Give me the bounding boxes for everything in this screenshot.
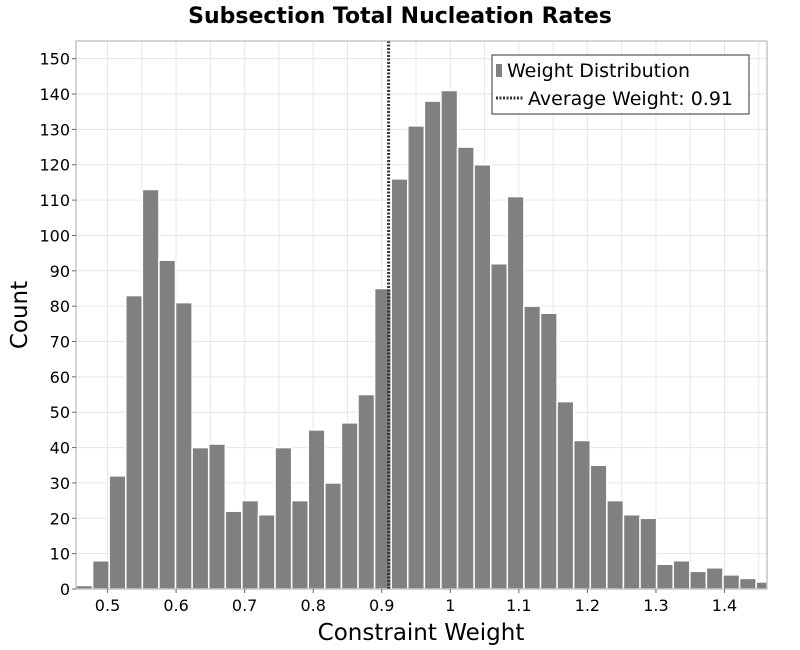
histogram-bar: [473, 163, 492, 590]
y-tick-label: 70: [50, 333, 70, 352]
histogram-bar: [141, 188, 160, 590]
histogram-bar: [456, 146, 475, 590]
histogram-bar: [755, 581, 768, 590]
y-axis-ticks: 0 10 20 30 40 50 60 70 80 90 100 110 120 130 140 150: [39, 50, 76, 599]
y-tick-label: 80: [50, 297, 70, 316]
x-tick-label: 1.1: [506, 596, 531, 615]
histogram-bar: [440, 89, 459, 590]
histogram-bar: [158, 259, 177, 590]
y-tick-label: 50: [50, 403, 70, 422]
histogram-bar: [506, 195, 525, 590]
histogram-bar: [689, 570, 708, 590]
histogram-bar: [274, 446, 293, 590]
histogram-bar: [556, 400, 575, 590]
histogram-bar: [423, 100, 442, 590]
histogram-bar: [523, 305, 542, 590]
x-tick-label: 0.9: [369, 596, 394, 615]
histogram-bar: [357, 393, 376, 590]
histogram-bar: [539, 312, 558, 590]
histogram-bar: [639, 517, 658, 590]
histogram-bar: [572, 439, 592, 590]
histogram-bar: [705, 567, 724, 590]
x-tick-label: 1.2: [575, 596, 600, 615]
histogram-bar: [722, 574, 741, 590]
legend-box: [491, 54, 750, 115]
histogram-bar: [307, 429, 326, 590]
histogram-bar: [324, 482, 343, 590]
histogram-bar: [207, 443, 227, 590]
histogram-bar: [489, 262, 509, 590]
x-tick-label: 0.8: [300, 596, 325, 615]
x-tick-label: 1.3: [643, 596, 668, 615]
legend-bar-swatch: [496, 64, 502, 77]
histogram-bar: [224, 510, 243, 590]
histogram-bar: [622, 514, 641, 590]
plot-frame: [75, 40, 768, 590]
y-tick-label: 120: [39, 156, 70, 175]
y-axis-label: Count: [7, 281, 33, 349]
histogram-bar: [241, 499, 260, 590]
x-tick-label: 0.7: [232, 596, 257, 615]
y-tick-label: 0: [60, 580, 70, 599]
histogram-bar: [340, 422, 359, 590]
histogram-bar: [672, 559, 691, 590]
histogram-bar: [108, 475, 127, 590]
x-tick-label: 1.4: [712, 596, 737, 615]
histogram-bars: [75, 89, 768, 590]
histogram-bar: [191, 446, 210, 590]
y-tick-label: 100: [39, 226, 70, 245]
histogram-bar: [257, 514, 276, 590]
histogram-bar: [75, 584, 94, 590]
y-tick-label: 130: [39, 120, 70, 139]
y-tick-label: 40: [50, 439, 70, 458]
x-tick-label: 0.5: [95, 596, 120, 615]
histogram-bar: [373, 287, 392, 590]
histogram-bar: [91, 559, 110, 590]
x-axis-ticks: 0.5 0.6 0.7 0.8 0.9 1 1.1 1.2 1.3 1.4: [95, 589, 737, 615]
y-tick-label: 60: [50, 368, 70, 387]
y-tick-label: 110: [39, 191, 70, 210]
x-axis-label: Constraint Weight: [318, 620, 525, 646]
x-tick-label: 0.6: [163, 596, 188, 615]
legend-label-weight-distribution: Weight Distribution: [507, 60, 690, 82]
y-tick-label: 90: [50, 262, 70, 281]
histogram-bar: [655, 563, 674, 590]
histogram-bar: [290, 499, 310, 590]
y-tick-label: 10: [50, 545, 70, 564]
histogram-bar: [407, 125, 426, 590]
histogram-bar: [738, 577, 757, 590]
histogram-bar: [589, 464, 608, 590]
histogram-bar: [125, 294, 144, 590]
y-tick-label: 140: [39, 85, 70, 104]
x-tick-label: 1: [445, 596, 455, 615]
histogram-bar: [390, 178, 409, 590]
chart-title: Subsection Total Nucleation Rates: [188, 4, 612, 29]
y-tick-label: 30: [50, 474, 70, 493]
legend: Weight Distribution Average Weight: 0.91: [491, 54, 750, 115]
histogram-bar: [174, 301, 193, 590]
legend-label-average-weight: Average Weight: 0.91: [528, 88, 733, 110]
y-tick-label: 20: [50, 509, 70, 528]
histogram-bar: [606, 499, 625, 590]
y-tick-label: 150: [39, 50, 70, 69]
